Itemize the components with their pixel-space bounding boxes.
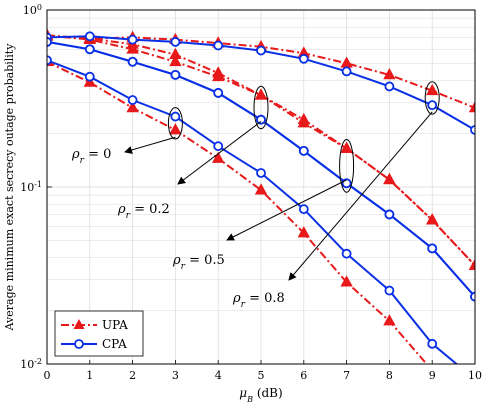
annotation-label: ρr = 0.5 xyxy=(172,253,225,272)
annotation-ellipse xyxy=(424,81,440,115)
x-tick-label: 5 xyxy=(258,369,265,382)
legend-label-cpa: CPA xyxy=(102,337,127,351)
data-point-cpa xyxy=(427,338,438,349)
x-tick-label: 9 xyxy=(429,369,436,382)
x-tick-label: 3 xyxy=(172,369,179,382)
data-point-upa xyxy=(340,141,353,153)
data-point-cpa xyxy=(84,71,95,82)
data-point-upa xyxy=(297,226,310,238)
x-tick-label: 2 xyxy=(129,369,136,382)
x-tick-label: 1 xyxy=(86,369,93,382)
data-point-cpa xyxy=(298,145,309,156)
series-group xyxy=(47,28,481,402)
data-point-upa xyxy=(383,172,396,185)
data-point-upa xyxy=(254,88,268,100)
data-point-cpa xyxy=(256,114,266,125)
data-point-cpa xyxy=(256,45,266,56)
series-line-upa-rho-0.5 xyxy=(47,34,475,267)
data-point-cpa xyxy=(470,291,475,302)
data-point-cpa xyxy=(47,55,52,66)
legend-marker-upa xyxy=(73,319,85,329)
data-point-upa xyxy=(297,112,310,125)
data-point-cpa xyxy=(127,56,138,67)
annotation-arrow xyxy=(177,121,262,185)
data-point-cpa xyxy=(384,285,395,296)
annotation-label: ρr = 0.8 xyxy=(232,291,285,310)
data-point-upa xyxy=(426,213,439,225)
y-axis-label: Average minimum exact secrecy outage pro… xyxy=(3,43,16,332)
annotation-arrow xyxy=(288,111,433,281)
legend: UPA CPA xyxy=(54,310,144,357)
annotation-arrow xyxy=(226,179,347,241)
data-point-upa xyxy=(340,275,353,287)
annotation-ellipse xyxy=(253,85,269,130)
x-tick-label: 6 xyxy=(300,369,307,382)
series-line-upa-rho-0.8 xyxy=(47,60,428,364)
data-point-upa xyxy=(468,258,475,270)
data-point-cpa xyxy=(384,81,395,92)
data-point-cpa xyxy=(470,125,475,135)
data-point-upa xyxy=(169,123,182,135)
data-point-cpa xyxy=(84,31,95,42)
data-point-upa xyxy=(126,42,139,54)
data-point-cpa xyxy=(298,53,309,64)
data-point-upa xyxy=(426,83,439,96)
annotation-label: ρr = 0 xyxy=(71,147,111,166)
x-tick-label: 7 xyxy=(343,369,350,382)
x-tick-label: 10 xyxy=(468,369,482,382)
annotation-label: ρr = 0.2 xyxy=(117,202,170,221)
annotation-ellipse xyxy=(339,139,355,193)
data-point-cpa xyxy=(213,88,224,98)
data-point-cpa xyxy=(341,66,352,77)
data-point-cpa xyxy=(384,209,395,220)
data-point-cpa xyxy=(170,111,181,122)
data-point-upa xyxy=(383,314,396,326)
data-point-cpa xyxy=(127,34,138,45)
x-tick-label: 4 xyxy=(215,369,222,382)
axes-frame xyxy=(46,9,476,365)
legend-box xyxy=(54,310,144,357)
data-point-cpa xyxy=(427,100,438,111)
data-point-cpa xyxy=(341,178,352,189)
legend-label-upa: UPA xyxy=(102,318,128,332)
x-tick-label: 8 xyxy=(386,369,393,382)
data-point-upa xyxy=(212,151,225,163)
y-tick-label: 100 xyxy=(23,3,42,18)
legend-marker-cpa xyxy=(74,339,84,349)
y-tick-label: 10-2 xyxy=(20,357,42,372)
data-point-cpa xyxy=(341,248,352,259)
data-point-upa xyxy=(126,101,139,113)
data-point-cpa xyxy=(298,204,309,215)
annotation-arrow xyxy=(124,136,176,154)
annotation-ellipse xyxy=(167,107,183,140)
x-axis-label: μB (dB) xyxy=(239,386,282,402)
data-point-cpa xyxy=(170,37,181,47)
y-tick-label: 10-1 xyxy=(20,180,42,195)
data-point-upa xyxy=(470,397,481,402)
data-point-upa xyxy=(169,54,182,67)
data-point-upa xyxy=(468,101,475,113)
data-point-cpa xyxy=(213,141,224,152)
data-point-cpa xyxy=(427,243,438,254)
data-point-cpa xyxy=(256,168,266,178)
x-tick-label: 0 xyxy=(44,369,51,382)
data-point-upa xyxy=(212,69,225,82)
data-point-cpa xyxy=(170,69,181,80)
data-point-upa xyxy=(254,183,268,195)
data-point-cpa xyxy=(84,44,95,55)
data-point-cpa xyxy=(127,95,138,105)
data-point-cpa xyxy=(47,37,52,47)
data-point-cpa xyxy=(213,40,224,51)
data-point-upa xyxy=(383,68,396,80)
